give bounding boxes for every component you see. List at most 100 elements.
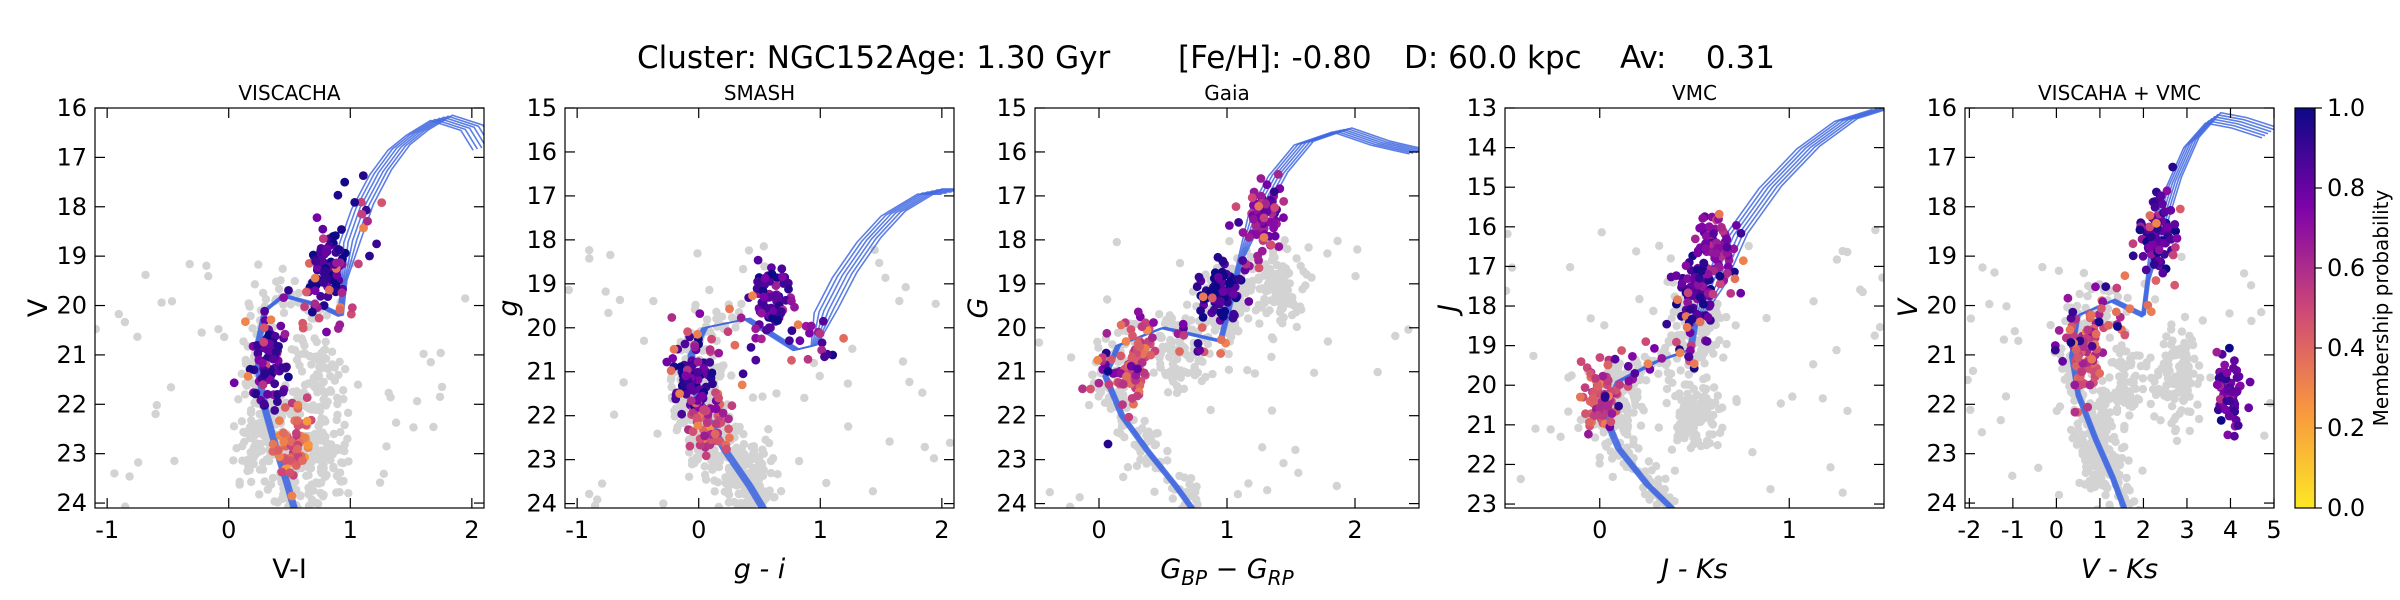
field-star <box>220 332 229 342</box>
member-star <box>2156 191 2166 201</box>
member-star <box>358 171 368 181</box>
field-star <box>2150 412 2159 421</box>
field-star <box>746 512 754 520</box>
member-star <box>803 354 813 364</box>
field-star <box>1731 321 1740 330</box>
field-star <box>749 446 759 455</box>
field-star <box>1722 312 1731 322</box>
y-tick-label: 23 <box>1466 490 1497 518</box>
field-star <box>766 468 776 478</box>
member-star <box>260 306 269 316</box>
member-star <box>293 444 302 454</box>
plot-area <box>95 114 484 508</box>
member-star <box>279 437 289 447</box>
field-star <box>276 276 285 285</box>
field-star <box>766 456 776 466</box>
y-axis: 15 16 17 18 19 20 21 22 23 24 <box>996 94 1419 518</box>
member-star <box>357 209 367 219</box>
isochrone <box>1599 108 1884 508</box>
member-star <box>1225 221 1234 230</box>
x-tick-label: 0 <box>691 516 706 544</box>
member-star <box>1689 359 1699 369</box>
member-star <box>711 419 721 429</box>
member-star <box>1693 280 1703 290</box>
member-star <box>1576 357 1586 366</box>
field-star <box>2103 304 2113 313</box>
field-star <box>2084 450 2093 460</box>
member-star <box>1704 222 1714 232</box>
y-tick-label: 19 <box>526 270 557 298</box>
field-star <box>322 438 331 447</box>
field-star <box>1273 275 1282 285</box>
member-star <box>1595 403 1605 413</box>
field-star <box>1516 474 1526 484</box>
member-star <box>737 380 747 390</box>
member-star <box>1683 274 1692 283</box>
field-star <box>1065 502 1075 508</box>
x-tick-label: 2 <box>2136 516 2151 544</box>
field-star <box>2103 483 2112 493</box>
field-star <box>733 514 741 522</box>
member-star <box>2097 304 2106 313</box>
member-star <box>268 354 278 364</box>
member-star <box>1603 360 1613 370</box>
field-star <box>2169 351 2178 360</box>
field-star <box>120 317 130 327</box>
x-tick-label: 4 <box>2223 516 2238 544</box>
member-star <box>2163 223 2173 232</box>
colorbar-tick-label: 1.0 <box>2327 94 2365 122</box>
member-star <box>2223 386 2233 395</box>
member-star <box>1195 345 1205 355</box>
field-star <box>776 487 786 496</box>
field-star <box>1243 366 1252 375</box>
field-star <box>2101 490 2110 500</box>
field-star <box>1700 359 1709 368</box>
isochrone <box>1102 127 1419 508</box>
field-star <box>1838 488 1847 497</box>
member-star <box>258 380 268 389</box>
x-tick-label: -2 <box>1957 516 1981 544</box>
isochrone-line <box>1600 108 1878 508</box>
field-star <box>671 404 680 413</box>
member-star <box>282 362 291 372</box>
member-star <box>260 369 269 379</box>
y-tick-label: 15 <box>996 94 1027 122</box>
field-star <box>2075 478 2084 488</box>
field-star <box>752 521 760 529</box>
field-star <box>905 377 914 387</box>
plot-frame <box>1964 107 2275 509</box>
field-star <box>1636 421 1646 430</box>
field-star <box>2164 360 2173 369</box>
member-star <box>1244 297 1254 306</box>
field-star <box>2183 378 2192 388</box>
member-star <box>708 379 717 389</box>
member-star <box>1122 371 1131 381</box>
member-star <box>278 387 288 397</box>
y-tick-label: 19 <box>56 242 87 270</box>
field-star <box>1977 428 1987 437</box>
member-star <box>332 270 342 280</box>
field-star <box>114 309 124 319</box>
y-tick-label: 21 <box>996 358 1027 386</box>
field-star <box>243 358 252 367</box>
member-star <box>1682 322 1692 332</box>
member-star <box>2171 243 2180 252</box>
field-star <box>2058 364 2067 373</box>
field-star <box>698 346 707 355</box>
field-star <box>95 324 100 334</box>
field-star <box>1635 294 1644 304</box>
field-star <box>1182 300 1192 309</box>
field-star <box>565 285 573 295</box>
field-star <box>714 456 723 465</box>
field-star <box>1680 404 1690 413</box>
member-star <box>277 467 287 477</box>
field-star <box>1672 321 1681 331</box>
member-star <box>767 263 776 273</box>
member-star <box>1211 282 1221 292</box>
field-star <box>2114 461 2124 470</box>
field-star <box>1714 404 1724 414</box>
member-star <box>280 329 290 339</box>
field-star <box>321 354 331 363</box>
field-star <box>1291 445 1300 455</box>
member-star <box>1696 266 1706 276</box>
